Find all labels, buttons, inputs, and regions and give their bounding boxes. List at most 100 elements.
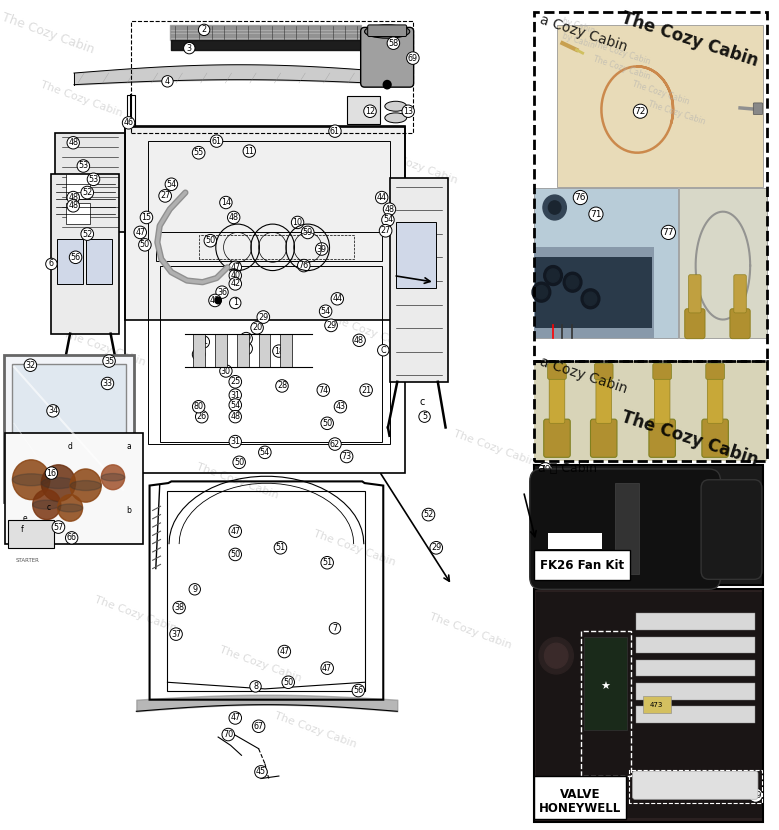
Ellipse shape [41,477,76,489]
Text: 27: 27 [380,227,391,235]
Text: 54: 54 [167,180,176,188]
Text: 15: 15 [142,213,151,222]
Text: The Cozy Cabin: The Cozy Cabin [428,611,513,651]
FancyBboxPatch shape [730,309,750,339]
Text: 29: 29 [431,544,442,552]
Text: 37: 37 [171,630,181,638]
Text: 41: 41 [199,338,208,346]
Text: e: e [23,515,27,523]
Text: The Cozy Cabin: The Cozy Cabin [619,9,761,71]
FancyBboxPatch shape [636,683,755,700]
Text: 6: 6 [49,260,54,268]
Polygon shape [12,364,126,495]
Text: The Cozy Cabin: The Cozy Cabin [0,11,96,56]
Text: 17: 17 [241,344,251,353]
Text: 48: 48 [385,205,394,213]
FancyBboxPatch shape [701,480,762,579]
Polygon shape [55,133,125,232]
Text: 2: 2 [202,26,206,34]
Text: 50: 50 [234,458,244,466]
FancyBboxPatch shape [557,25,763,187]
Text: 42: 42 [231,280,240,288]
FancyBboxPatch shape [702,419,728,457]
Text: 43: 43 [336,403,345,411]
FancyBboxPatch shape [594,364,613,379]
Text: ★: ★ [601,682,610,692]
FancyBboxPatch shape [535,257,652,328]
Text: 80: 80 [194,403,203,411]
Text: 14: 14 [221,198,231,207]
Text: 20: 20 [252,324,262,332]
FancyBboxPatch shape [534,361,767,461]
Text: The Cozy Cabin: The Cozy Cabin [374,146,459,186]
FancyBboxPatch shape [534,589,763,822]
Circle shape [532,282,551,302]
Text: 45: 45 [256,768,266,776]
Circle shape [566,276,579,289]
Circle shape [581,289,600,309]
FancyBboxPatch shape [753,103,763,115]
Text: 30: 30 [221,367,231,375]
FancyBboxPatch shape [707,374,723,423]
FancyBboxPatch shape [649,419,675,457]
Text: 4: 4 [165,77,170,85]
Text: 40: 40 [231,271,240,280]
Text: The Cozy Cabin: The Cozy Cabin [39,80,124,120]
Text: 73: 73 [342,452,351,461]
Ellipse shape [70,481,101,491]
Ellipse shape [33,500,61,509]
Circle shape [33,490,61,520]
FancyBboxPatch shape [66,174,90,199]
Text: 50: 50 [284,678,293,686]
FancyBboxPatch shape [368,25,407,37]
Text: 31: 31 [231,391,240,399]
Text: b: b [126,506,131,515]
Text: 47: 47 [280,647,289,656]
Circle shape [544,266,562,286]
FancyBboxPatch shape [596,374,612,423]
Text: The Cozy Cabin: The Cozy Cabin [619,408,761,469]
Circle shape [563,272,582,292]
Circle shape [535,286,548,299]
FancyBboxPatch shape [125,127,405,320]
Circle shape [547,269,559,282]
Text: 54: 54 [231,401,240,409]
Text: The Cozy Cabin: The Cozy Cabin [179,196,264,236]
FancyBboxPatch shape [636,637,755,653]
Circle shape [215,297,221,304]
Text: 69: 69 [408,54,418,62]
Text: 48: 48 [69,202,78,210]
FancyBboxPatch shape [706,364,724,379]
Text: STARTER: STARTER [16,558,39,563]
Text: 54: 54 [383,216,393,224]
Text: 48: 48 [354,336,364,344]
Text: 77: 77 [663,228,674,237]
Text: The Cozy Cabin: The Cozy Cabin [312,528,397,568]
Text: 16: 16 [47,469,56,477]
FancyBboxPatch shape [361,27,414,87]
FancyBboxPatch shape [689,275,701,313]
Text: The Cozy Cabin: The Cozy Cabin [273,710,358,750]
FancyBboxPatch shape [633,771,758,799]
Circle shape [383,81,391,89]
Text: 61: 61 [212,137,221,145]
Text: VALVE: VALVE [560,788,601,801]
Text: The Cozy Cabin: The Cozy Cabin [62,329,147,369]
Text: 52: 52 [82,230,93,238]
FancyBboxPatch shape [57,239,83,284]
Text: 18: 18 [274,347,284,355]
Text: 25: 25 [230,378,241,386]
Text: The Cozy Cabin: The Cozy Cabin [195,461,280,501]
FancyBboxPatch shape [86,239,112,284]
Text: 5: 5 [422,413,427,421]
Text: 47: 47 [231,714,240,722]
Text: C: C [380,346,386,354]
Text: 59: 59 [302,228,313,237]
FancyBboxPatch shape [534,550,630,580]
Text: a Ⓒ Cabin: a Ⓒ Cabin [538,462,597,476]
FancyBboxPatch shape [215,334,227,367]
Text: 48: 48 [69,139,78,147]
Text: by Cabin: by Cabin [561,32,596,50]
Circle shape [41,465,76,501]
Circle shape [101,465,125,490]
